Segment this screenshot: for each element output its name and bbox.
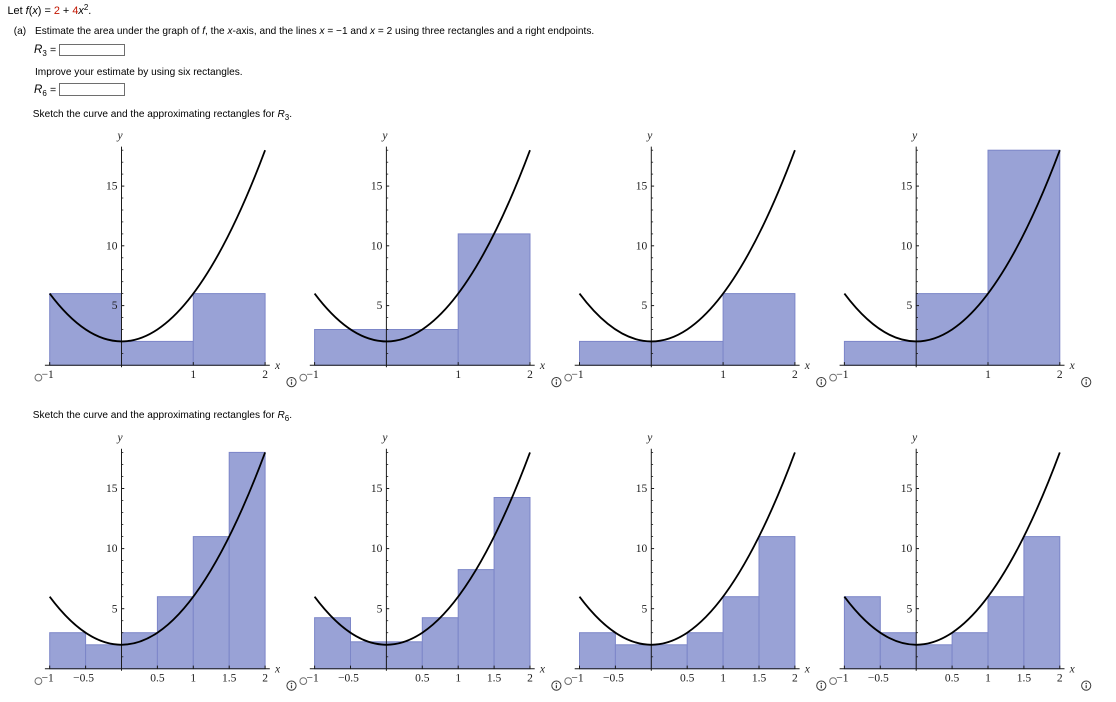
svg-text:1: 1	[985, 673, 991, 685]
svg-text:5: 5	[642, 300, 648, 312]
svg-text:1: 1	[190, 673, 196, 685]
svg-text:−1: −1	[571, 369, 583, 381]
svg-text:y: y	[646, 432, 653, 444]
svg-text:−1: −1	[836, 673, 848, 685]
svg-text:15: 15	[901, 181, 913, 193]
svg-text:10: 10	[636, 240, 648, 252]
svg-text:1: 1	[720, 369, 726, 381]
svg-text:y: y	[116, 130, 123, 142]
svg-text:2: 2	[262, 673, 268, 685]
svg-text:10: 10	[106, 543, 118, 555]
svg-text:2: 2	[527, 673, 533, 685]
svg-text:1: 1	[455, 673, 461, 685]
svg-text:x: x	[804, 360, 811, 372]
svg-text:2: 2	[1057, 673, 1063, 685]
svg-text:10: 10	[106, 240, 118, 252]
svg-text:1.5: 1.5	[222, 673, 237, 685]
svg-text:1.5: 1.5	[487, 673, 502, 685]
svg-text:5: 5	[906, 603, 912, 615]
svg-text:1.5: 1.5	[752, 673, 767, 685]
svg-text:−1: −1	[42, 673, 54, 685]
svg-text:1: 1	[190, 369, 196, 381]
svg-text:y: y	[381, 432, 388, 444]
svg-text:y: y	[381, 130, 388, 142]
svg-text:10: 10	[636, 543, 648, 555]
svg-text:−0.5: −0.5	[73, 673, 94, 685]
svg-text:15: 15	[901, 483, 913, 495]
svg-text:x: x	[1069, 663, 1076, 675]
svg-text:2: 2	[792, 369, 798, 381]
svg-text:1: 1	[720, 673, 726, 685]
svg-text:x: x	[1069, 360, 1076, 372]
svg-text:x: x	[274, 663, 281, 675]
svg-text:2: 2	[262, 369, 268, 381]
svg-text:y: y	[911, 432, 918, 444]
svg-text:15: 15	[636, 483, 648, 495]
svg-text:−1: −1	[306, 673, 318, 685]
svg-text:y: y	[116, 432, 123, 444]
svg-text:2: 2	[1057, 369, 1063, 381]
svg-text:10: 10	[371, 240, 383, 252]
svg-text:x: x	[539, 663, 546, 675]
svg-text:2: 2	[527, 369, 533, 381]
svg-text:15: 15	[371, 483, 383, 495]
svg-text:5: 5	[377, 603, 383, 615]
svg-text:1: 1	[455, 369, 461, 381]
svg-text:y: y	[911, 130, 918, 142]
svg-text:−0.5: −0.5	[338, 673, 359, 685]
svg-text:0.5: 0.5	[680, 673, 695, 685]
svg-text:0.5: 0.5	[150, 673, 165, 685]
svg-text:10: 10	[901, 240, 913, 252]
svg-text:x: x	[539, 360, 546, 372]
svg-text:5: 5	[377, 300, 383, 312]
svg-text:10: 10	[371, 543, 383, 555]
svg-text:10: 10	[901, 543, 913, 555]
svg-text:15: 15	[636, 181, 648, 193]
svg-text:0.5: 0.5	[415, 673, 430, 685]
svg-text:−0.5: −0.5	[868, 673, 889, 685]
svg-text:−1: −1	[836, 369, 848, 381]
svg-text:5: 5	[112, 300, 118, 312]
svg-text:2: 2	[792, 673, 798, 685]
svg-text:x: x	[804, 663, 811, 675]
svg-text:1.5: 1.5	[1017, 673, 1032, 685]
svg-text:15: 15	[106, 483, 118, 495]
svg-text:0.5: 0.5	[945, 673, 960, 685]
svg-text:−1: −1	[571, 673, 583, 685]
svg-text:1: 1	[985, 369, 991, 381]
svg-text:−1: −1	[306, 369, 318, 381]
svg-text:5: 5	[642, 603, 648, 615]
svg-text:15: 15	[106, 181, 118, 193]
svg-text:5: 5	[112, 603, 118, 615]
svg-text:5: 5	[906, 300, 912, 312]
svg-text:−0.5: −0.5	[603, 673, 624, 685]
svg-text:y: y	[646, 130, 653, 142]
svg-text:−1: −1	[42, 369, 54, 381]
svg-text:x: x	[274, 360, 281, 372]
svg-text:15: 15	[371, 181, 383, 193]
